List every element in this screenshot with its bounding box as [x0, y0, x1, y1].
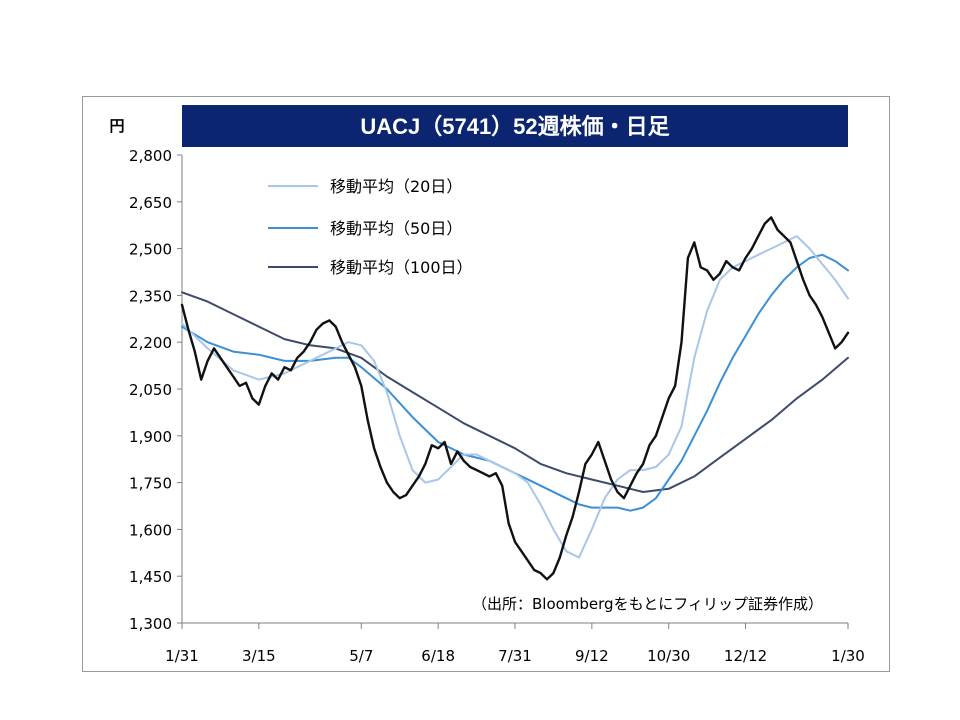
y-tick-label: 1,900 [129, 428, 172, 446]
y-tick-label: 1,450 [129, 568, 172, 586]
x-tick-label: 10/30 [647, 647, 690, 665]
x-tick-label: 1/30 [831, 647, 865, 665]
y-tick-label: 2,200 [129, 334, 172, 352]
x-tick-label: 7/31 [498, 647, 532, 665]
series-line-price [180, 216, 850, 581]
y-tick-label: 2,800 [129, 147, 172, 165]
series-lines [180, 216, 850, 581]
series-line-ma50 [181, 253, 849, 512]
stock-chart: UACJ（5741）52週株価・日足 円 2,800 2,650 2,500 2,35… [109, 105, 865, 665]
y-tick-label: 1,600 [129, 521, 172, 539]
x-tick-label: 3/15 [242, 647, 276, 665]
y-axis: 2,800 2,650 2,500 2,350 2,200 2,050 1,900 1,750… [129, 147, 183, 633]
legend-label-ma50: 移動平均（50日） [330, 219, 462, 238]
x-tick-label: 6/18 [421, 647, 455, 665]
y-tick-label: 2,650 [129, 194, 172, 212]
series-line-ma20 [181, 235, 849, 559]
y-tick-label: 2,350 [129, 287, 172, 305]
chart-title: UACJ（5741）52週株価・日足 [360, 114, 669, 139]
y-axis-unit-label: 円 [109, 117, 124, 135]
x-tick-label: 9/12 [575, 647, 609, 665]
y-tick-label: 1,300 [129, 615, 172, 633]
legend-label-ma20: 移動平均（20日） [330, 177, 462, 196]
x-tick-label: 5/7 [349, 647, 373, 665]
x-tick-label: 1/31 [165, 647, 199, 665]
source-annotation: （出所：Bloombergをもとにフィリップ証券作成） [472, 595, 823, 613]
title-bar [182, 105, 848, 147]
y-tick-label: 2,500 [129, 241, 172, 259]
legend: 移動平均（20日） 移動平均（50日） 移動平均（100日） [268, 177, 473, 277]
y-tick-label: 2,050 [129, 381, 172, 399]
y-tick-label: 1,750 [129, 475, 172, 493]
x-tick-label: 12/12 [724, 647, 767, 665]
x-axis: 1/31 3/15 5/7 6/18 7/31 9/12 10/30 12/12 1/30 [165, 622, 865, 665]
chart-frame: UACJ（5741）52週株価・日足 円 2,800 2,650 2,500 2,35… [82, 96, 890, 672]
series-line-ma100 [181, 291, 849, 493]
legend-label-ma100: 移動平均（100日） [330, 258, 473, 277]
